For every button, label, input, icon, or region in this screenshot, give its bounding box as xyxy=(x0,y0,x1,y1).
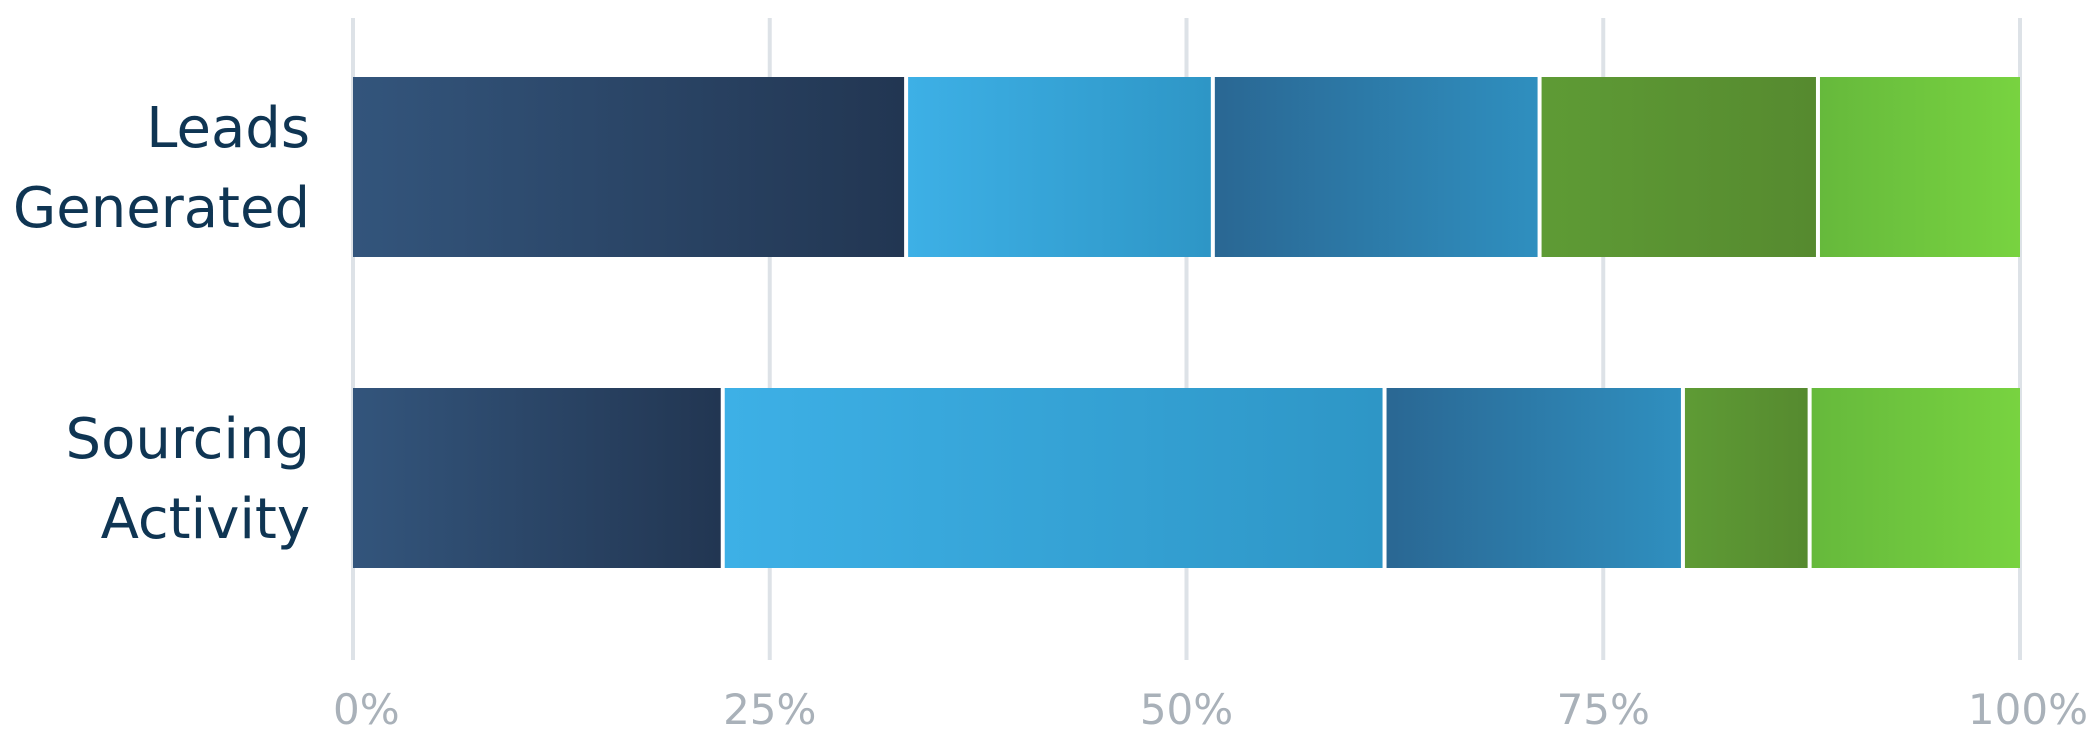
bar-segment-1-5 xyxy=(1819,77,2020,257)
x-tick-label: 100% xyxy=(1968,685,2088,734)
x-tick-label: 0% xyxy=(333,685,400,734)
bar-segment-1-3 xyxy=(1214,77,1538,257)
bar-segment-1-1 xyxy=(353,77,905,257)
bar-segment-2-4 xyxy=(1684,388,1808,568)
x-tick-label: 25% xyxy=(723,685,816,734)
bar-segment-2-5 xyxy=(1811,388,2020,568)
x-axis-ticks: 0% 25% 50% 75% 100% xyxy=(333,685,2088,734)
category-label: Generated xyxy=(13,176,310,241)
bar-segment-2-3 xyxy=(1386,388,1681,568)
bars xyxy=(353,77,2020,568)
category-label: Activity xyxy=(101,487,310,552)
x-tick-label: 50% xyxy=(1140,685,1233,734)
category-label: Sourcing xyxy=(66,407,310,472)
bar-segment-2-2 xyxy=(724,388,1383,568)
bar-segment-1-2 xyxy=(908,77,1211,257)
x-tick-label: 75% xyxy=(1557,685,1650,734)
category-label: Leads xyxy=(146,96,310,161)
bar-segment-1-4 xyxy=(1541,77,1816,257)
category-labels: Leads Generated Sourcing Activity xyxy=(13,96,310,552)
bar-segment-2-1 xyxy=(353,388,721,568)
